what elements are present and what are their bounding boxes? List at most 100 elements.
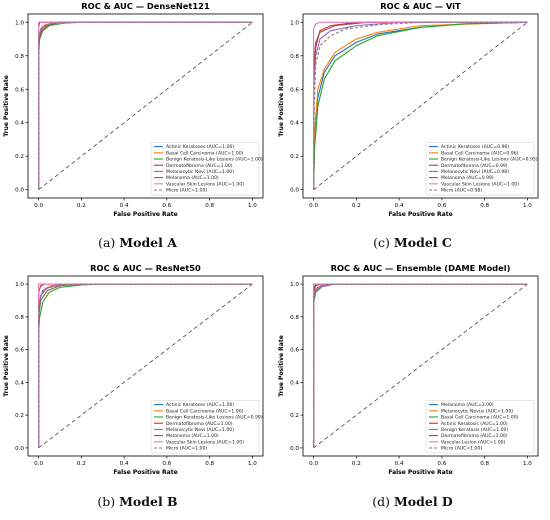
legend-entry: Melanocytic Nevi (AUC=1.00) [166, 427, 234, 433]
x-tick-label: 0.0 [34, 203, 43, 209]
legend-entry: Actinic Keratoses (AUC=1.00) [166, 144, 234, 150]
roc-curves [313, 21, 528, 190]
roc-chart-b: ROC & AUC — ResNet50 0.0 0.2 0.4 0.6 0.8 1.0 0.… [3, 263, 264, 476]
caption-c-text: Model C [393, 235, 452, 250]
plot-frame [27, 275, 264, 457]
legend-entry: Basal Cell Carcinoma (AUC=0.96) [441, 150, 519, 156]
legend-entry: Micro (AUC=1.00) [166, 188, 207, 194]
legend-entry: Basal Cell Carcinoma (AUC=1.00) [166, 408, 244, 414]
y-tick-label: 0.0 [15, 446, 24, 452]
chart-title: ROC & AUC — ResNet50 [90, 263, 201, 273]
y-tick-label: 0.8 [15, 54, 24, 60]
chance-diagonal [313, 283, 528, 449]
y-tick-label: 0.2 [290, 154, 299, 160]
legend-box [425, 142, 535, 196]
x-tick-label: 0.2 [77, 203, 86, 209]
x-axis-label: False Positive Rate [113, 469, 177, 476]
roc-curve-7 [38, 283, 253, 448]
plot-frame [302, 275, 539, 457]
x-tick-label: 0.8 [480, 461, 489, 467]
caption-b: (b) Model B [0, 494, 275, 509]
roc-curve-1 [313, 21, 528, 190]
y-tick-label: 0.2 [15, 154, 24, 160]
y-axis-label: True Positive Rate [3, 75, 10, 137]
roc-panel-b: ROC & AUC — ResNet50 0.0 0.2 0.4 0.6 0.8 1.0 0.… [0, 262, 275, 520]
x-axis-label: False Positive Rate [388, 211, 452, 218]
y-tick-label: 0.4 [15, 121, 24, 127]
y-tick-label: 0.4 [290, 121, 299, 127]
chance-diagonal [313, 21, 528, 191]
legend-entry: Melanocytic Nevi (AUC=1.00) [166, 169, 234, 175]
legend-entry: Dermatofibroma (AUC=1.00) [166, 421, 233, 427]
chart-title: ROC & AUC — ViT [380, 1, 461, 11]
legend-entry: Actinic Keratoses (AUC=1.00) [166, 402, 234, 408]
x-tick-label: 0.0 [309, 203, 318, 209]
x-tick-label: 1.0 [523, 461, 532, 467]
legend-entry: Micro (AUC=1.00) [166, 446, 207, 452]
caption-b-tag: (b) [97, 494, 116, 509]
legend-entry: Benign Keratosis-Like Lesions (AUC=1.00) [166, 157, 263, 163]
legend-entry: Vascular Skin Lesions (AUC=1.00) [441, 181, 519, 187]
legend-entry: Melanoma (AUC=0.99) [441, 175, 494, 181]
x-tick-label: 0.0 [34, 461, 43, 467]
x-tick-label: 1.0 [248, 461, 257, 467]
x-tick-label: 0.4 [395, 203, 404, 209]
x-tick-label: 0.2 [352, 461, 361, 467]
plot-frame [27, 13, 264, 199]
plot-frame [302, 13, 539, 199]
roc-curve-7 [38, 21, 253, 190]
legend-box [425, 400, 535, 454]
chance-diagonal [38, 283, 253, 449]
roc-chart-a: ROC & AUC — DenseNet121 0.0 0.2 0.4 0.6 0.8 1.… [3, 1, 264, 218]
legend-box [150, 142, 260, 196]
roc-curve-6 [313, 21, 528, 190]
y-tick-label: 0.8 [15, 315, 24, 321]
y-tick-label: 0.0 [290, 446, 299, 452]
roc-chart-d: ROC & AUC — Ensemble (DAME Model) 0.0 0.2 0… [278, 263, 539, 476]
caption-c-tag: (c) [373, 235, 390, 250]
roc-panel-c: ROC & AUC — ViT 0.0 0.2 0.4 0.6 0.8 1.0 0.0 0.2 0… [275, 0, 550, 258]
x-tick-label: 0.2 [77, 461, 86, 467]
y-tick-label: 1.0 [15, 282, 24, 288]
x-tick-label: 0.2 [352, 203, 361, 209]
x-tick-label: 0.4 [120, 461, 129, 467]
roc-panel-d: ROC & AUC — Ensemble (DAME Model) 0.0 0.2 0… [275, 262, 550, 520]
x-tick-label: 0.8 [205, 461, 214, 467]
legend-entry: Micro (AUC=0.98) [441, 188, 482, 194]
x-tick-label: 1.0 [248, 203, 257, 209]
roc-chart-c: ROC & AUC — ViT 0.0 0.2 0.4 0.6 0.8 1.0 0.0 0.2 0… [278, 1, 539, 218]
roc-curves [38, 21, 253, 190]
x-tick-label: 0.6 [162, 461, 171, 467]
caption-a: (a) Model A [0, 235, 275, 250]
legend-entry: Vascular Skin Lesions (AUC=1.00) [166, 181, 244, 187]
roc-curves [313, 283, 528, 448]
roc-curves [38, 283, 253, 448]
caption-b-text: Model B [119, 494, 178, 509]
y-tick-label: 0.2 [15, 413, 24, 419]
legend-entry: Melanoma (AUC=1.00) [166, 433, 219, 439]
x-tick-label: 0.4 [395, 461, 404, 467]
y-axis-label: True Positive Rate [3, 335, 10, 397]
caption-d-tag: (d) [372, 494, 390, 509]
x-axis-label: False Positive Rate [113, 211, 177, 218]
legend-entry: Actinic Keratoses (AUC=0.96) [441, 144, 509, 150]
legend-entry: Melanocytic Nevi (AUC=0.98) [441, 169, 509, 175]
y-tick-label: 0.6 [15, 87, 24, 93]
caption-d-text: Model D [393, 494, 453, 509]
legend-entry: Vascular Skin Lesions (AUC=1.00) [166, 439, 244, 445]
roc-curve-7 [313, 283, 528, 448]
legend-entry: Melanoma (AUC=1.00) [166, 175, 219, 181]
y-axis-label: True Positive Rate [278, 75, 285, 137]
y-tick-label: 0.6 [290, 87, 299, 93]
y-tick-label: 1.0 [15, 20, 24, 26]
legend-entry: Vascular Lesion (AUC=1.00) [441, 439, 506, 445]
y-tick-label: 0.8 [290, 315, 299, 321]
legend-entry: Basal Cell Carcinoma (AUC=1.00) [441, 415, 519, 421]
legend-entry: Dermatofibroma (AUC=1.00) [166, 163, 233, 169]
legend-box [150, 400, 260, 454]
y-tick-label: 0.2 [290, 413, 299, 419]
legend-entry: Benign Keratosis-Like Lesions (AUC=0.99) [166, 415, 263, 421]
legend-entry: Benign Keratosis-Like Lesions (AUC=0.95) [441, 157, 538, 163]
legend-entry: Melanoma (AUC=1.00) [441, 402, 494, 408]
roc-curve-2 [313, 21, 528, 190]
